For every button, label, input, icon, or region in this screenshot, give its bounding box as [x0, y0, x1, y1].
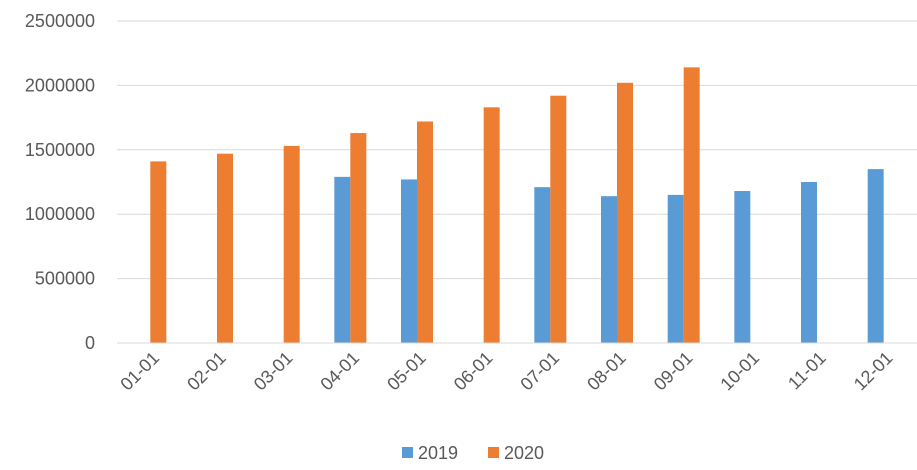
bar-2019-05-01 [401, 179, 417, 343]
x-tick-label: 05-01 [383, 348, 430, 395]
bar-2020-04-01 [350, 133, 367, 343]
x-tick-label: 01-01 [116, 348, 163, 395]
bar-2020-08-01 [617, 82, 633, 343]
y-tick-label: 1000000 [25, 204, 95, 224]
y-tick-label: 2500000 [25, 11, 95, 31]
bar-2020-09-01 [683, 67, 700, 344]
bar-2020-06-01 [483, 107, 500, 344]
gridlines [117, 20, 917, 280]
y-tick-label: 0 [85, 333, 95, 353]
bar-2020-07-01 [550, 95, 567, 343]
bar-2019-07-01 [534, 187, 551, 343]
bar-2019-12-01 [867, 169, 884, 343]
bar-2019-09-01 [667, 194, 684, 343]
bar-2020-03-01 [283, 145, 300, 343]
legend-swatch-2020 [488, 447, 499, 458]
x-axis: 01-01 02-01 03-01 04-01 05-01 06-01 07-01 08-01… [116, 348, 896, 395]
bar-2020-02-01 [217, 153, 233, 343]
x-tick-label: 09-01 [650, 348, 697, 395]
bar-2020-01-01 [150, 161, 167, 343]
bar-2019-11-01 [801, 182, 817, 343]
bar-2019-10-01 [734, 191, 751, 343]
x-tick-label: 04-01 [316, 348, 363, 395]
x-tick-label: 07-01 [516, 348, 563, 395]
bar-2019-08-01 [601, 196, 617, 343]
y-tick-label: 2000000 [25, 75, 95, 95]
y-axis: 0 500000 1000000 1500000 2000000 2500000 [25, 11, 95, 353]
x-tick-label: 11-01 [784, 348, 830, 394]
y-tick-label: 1500000 [25, 140, 95, 160]
legend-label-2020: 2020 [504, 443, 544, 463]
x-tick-label: 06-01 [450, 348, 497, 395]
x-tick-label: 10-01 [716, 348, 763, 395]
x-tick-label: 02-01 [183, 348, 230, 395]
y-tick-label: 500000 [35, 269, 95, 289]
legend-label-2019: 2019 [418, 443, 458, 463]
x-tick-label: 12-01 [850, 348, 897, 395]
bar-2020-05-01 [417, 121, 433, 344]
x-tick-label: 08-01 [583, 348, 630, 395]
bars [150, 67, 884, 344]
legend-swatch-2019 [402, 447, 413, 458]
legend: 2019 2020 [402, 443, 544, 463]
x-tick-label: 03-01 [250, 348, 297, 395]
bar-2019-04-01 [334, 176, 351, 343]
